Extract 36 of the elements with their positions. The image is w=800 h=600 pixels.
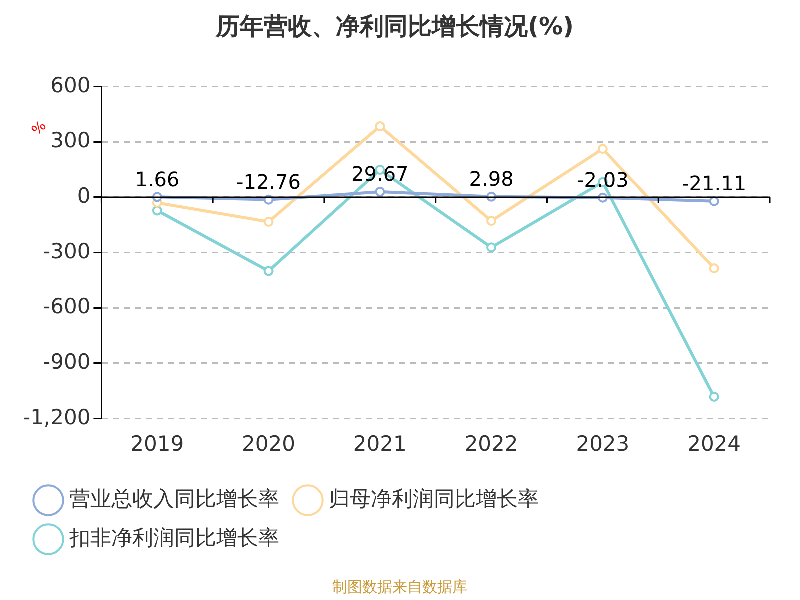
y-tick-label: -1,200: [22, 405, 91, 430]
data-label: 2.98: [469, 167, 514, 192]
legend-label: 营业总收入同比增长率: [70, 486, 280, 511]
point: [264, 217, 274, 227]
x-tick-label: 2023: [576, 432, 630, 456]
x-tick-label: 2022: [464, 432, 518, 456]
point: [709, 263, 720, 274]
y-tick-label: -600: [43, 294, 91, 319]
legend-label: 扣非净利润同比增长率: [68, 526, 280, 550]
data-label: 1.66: [135, 167, 180, 192]
point: [486, 216, 497, 226]
point: [375, 186, 386, 197]
data-label: -2.03: [577, 168, 629, 192]
point: [598, 144, 608, 154]
x-tick-label: 2024: [688, 432, 742, 456]
chart-title: 历年营收、净利同比增长情况(%): [215, 12, 574, 41]
x-tick-label: 2020: [242, 432, 296, 456]
point: [709, 196, 720, 206]
x-tick-label: 2019: [130, 432, 184, 456]
y-tick-label: -900: [43, 350, 91, 374]
point: [709, 392, 720, 402]
data-label: 29.67: [352, 162, 409, 186]
data-label: -12.76: [236, 170, 302, 194]
text: 制图数据来自数据库: [332, 578, 468, 596]
y-axis-title: %: [29, 118, 50, 139]
point: [152, 206, 162, 216]
data-label: -21.11: [682, 172, 747, 196]
y-tick-label: 0: [77, 184, 91, 208]
point: [264, 266, 274, 276]
x-tick-label: 2021: [353, 432, 407, 456]
y-tick-label: 300: [50, 128, 91, 153]
legend-label: 归母净利润同比增长率: [329, 486, 539, 511]
y-tick-label: 600: [50, 73, 91, 98]
point: [486, 242, 497, 253]
point: [375, 121, 386, 132]
y-tick-label: -300: [43, 239, 91, 264]
